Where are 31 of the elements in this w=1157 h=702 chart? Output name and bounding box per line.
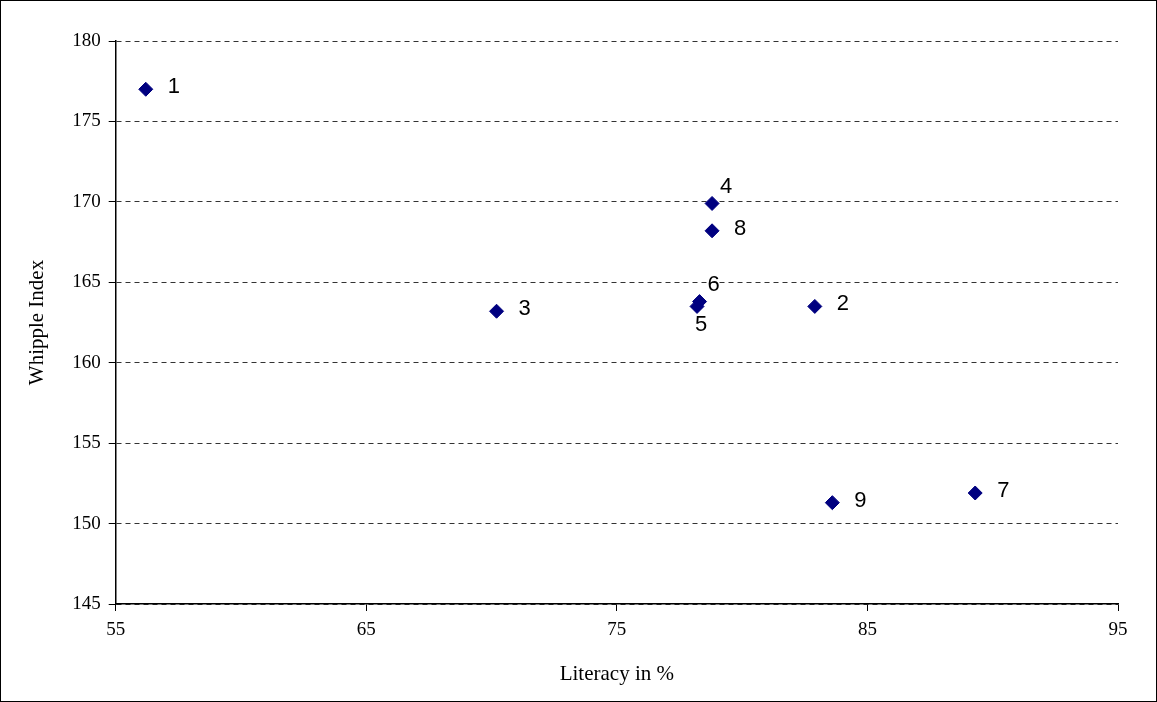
x-tick-label: 65 — [356, 618, 376, 640]
annotation: 6 — [707, 270, 720, 296]
y-tick-label: 170 — [72, 189, 101, 211]
point — [824, 495, 840, 511]
y-tick-label: 180 — [72, 28, 101, 50]
annotation: 2 — [836, 290, 850, 316]
point — [967, 485, 983, 501]
annotation: 3 — [518, 295, 531, 321]
point — [807, 298, 823, 314]
point — [704, 223, 720, 239]
annotation: 5 — [694, 311, 708, 337]
x-tick-label: 75 — [607, 618, 627, 640]
annotation: 8 — [734, 214, 747, 240]
x-tick-label: 55 — [106, 618, 126, 640]
y-tick-label: 150 — [72, 511, 101, 533]
annotation: 4 — [720, 172, 733, 198]
y-tick-label: 175 — [72, 109, 101, 131]
y-axis-title: Whipple Index — [24, 259, 49, 386]
annotation: 9 — [854, 486, 867, 512]
y-tick-label: 160 — [72, 350, 101, 372]
annotation: 7 — [997, 477, 1010, 503]
x-axis-title: Literacy in % — [559, 660, 674, 685]
point — [138, 81, 154, 97]
x-tick-label: 95 — [1108, 618, 1128, 640]
y-tick-label: 155 — [72, 431, 101, 453]
annotation: 1 — [167, 73, 181, 99]
y-tick-label: 165 — [72, 270, 101, 292]
point — [704, 195, 720, 211]
y-tick-label: 145 — [72, 591, 101, 613]
point — [489, 303, 505, 319]
x-tick-label: 85 — [857, 618, 877, 640]
